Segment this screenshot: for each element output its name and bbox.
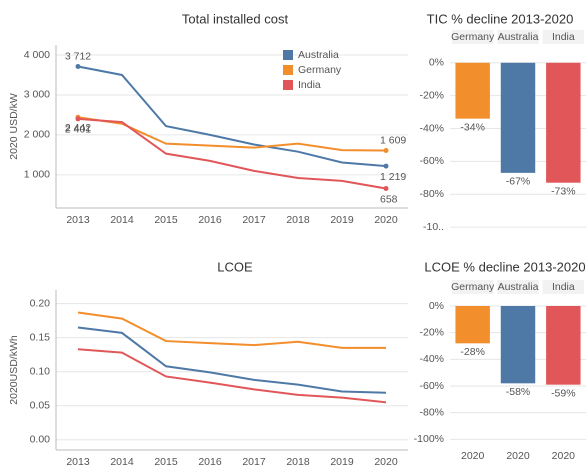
data-label: -59% bbox=[551, 387, 576, 399]
x-tick-label: 2018 bbox=[286, 456, 310, 468]
chart-title: TIC % decline 2013-2020 bbox=[427, 11, 574, 26]
data-label: -28% bbox=[460, 346, 485, 358]
column-header: Germany bbox=[451, 31, 495, 43]
chart-title: Total installed cost bbox=[182, 11, 289, 26]
x-tick-label: 2020 bbox=[374, 456, 398, 468]
data-label: -67% bbox=[506, 176, 531, 188]
x-tick-label: 2020 bbox=[374, 214, 398, 226]
x-tick-label: 2013 bbox=[66, 214, 90, 226]
x-tick-label: 2018 bbox=[286, 214, 310, 226]
legend-swatch bbox=[283, 50, 293, 60]
point bbox=[383, 163, 389, 169]
legend-label: India bbox=[298, 79, 321, 91]
column-header: Germany bbox=[451, 281, 495, 293]
x-tick-label: 2014 bbox=[110, 456, 134, 468]
x-tick-label: 2014 bbox=[110, 214, 134, 226]
legend-swatch bbox=[283, 80, 293, 90]
data-label: 1 219 bbox=[380, 171, 406, 183]
y-tick-label: 0.05 bbox=[30, 400, 51, 412]
bar bbox=[500, 306, 536, 384]
data-label: -34% bbox=[460, 121, 485, 133]
x-tick-label: 2017 bbox=[242, 214, 266, 226]
point bbox=[383, 148, 389, 154]
x-tick-label: 2019 bbox=[330, 214, 354, 226]
y-tick-label: 0.10 bbox=[30, 365, 51, 377]
data-label: 658 bbox=[380, 193, 398, 205]
column-header-bg bbox=[497, 280, 539, 294]
x-tick-label: 2013 bbox=[66, 456, 90, 468]
line bbox=[77, 348, 387, 404]
line bbox=[77, 117, 387, 190]
data-label: -58% bbox=[506, 386, 531, 398]
column-header: India bbox=[552, 31, 575, 43]
chart-title: LCOE % decline 2013-2020 bbox=[424, 259, 585, 274]
y-axis-label: 2020 USD/kW bbox=[8, 93, 20, 160]
data-label: -73% bbox=[551, 185, 576, 197]
y-tick-label: 2 000 bbox=[24, 129, 50, 141]
line bbox=[77, 326, 387, 394]
data-label: 3 712 bbox=[65, 50, 91, 62]
x-tick-label: 2015 bbox=[154, 214, 178, 226]
y-tick-label: 0% bbox=[429, 300, 444, 312]
y-tick-label: 3 000 bbox=[24, 89, 50, 101]
y-tick-label: -40% bbox=[419, 353, 444, 365]
bar bbox=[546, 62, 581, 183]
line bbox=[77, 65, 387, 168]
line bbox=[77, 311, 386, 349]
data-label: 1 609 bbox=[380, 134, 406, 146]
y-tick-label: 0.00 bbox=[30, 434, 51, 446]
point bbox=[75, 63, 81, 69]
legend-swatch bbox=[283, 65, 293, 75]
y-tick-label: -40% bbox=[419, 122, 444, 134]
bar bbox=[500, 62, 536, 173]
x-tick-label: 2016 bbox=[198, 214, 222, 226]
y-tick-label: -60% bbox=[419, 380, 444, 392]
data-label: 2 442 bbox=[65, 122, 91, 134]
bar bbox=[546, 306, 581, 385]
y-axis-label: 2020USD/kWh bbox=[8, 335, 20, 405]
y-tick-label: 4 000 bbox=[24, 49, 50, 61]
y-tick-label: 1 000 bbox=[24, 169, 50, 181]
column-footer: 2020 bbox=[506, 450, 530, 462]
y-tick-label: 0.15 bbox=[30, 331, 51, 343]
column-header: Australia bbox=[498, 31, 539, 43]
x-tick-label: 2019 bbox=[330, 456, 354, 468]
column-header-bg bbox=[542, 280, 584, 294]
y-tick-label: -80% bbox=[419, 188, 444, 200]
y-tick-label: 0% bbox=[429, 57, 444, 69]
legend-label: Australia bbox=[298, 49, 339, 61]
y-tick-label: -80% bbox=[419, 406, 444, 418]
x-tick-label: 2017 bbox=[242, 456, 266, 468]
bar bbox=[455, 306, 490, 344]
bar bbox=[455, 62, 490, 119]
legend-label: Germany bbox=[298, 64, 342, 76]
x-tick-label: 2015 bbox=[154, 456, 178, 468]
chart-title: LCOE bbox=[217, 259, 253, 274]
column-header-bg bbox=[452, 280, 494, 294]
column-header-bg bbox=[452, 30, 494, 44]
point bbox=[75, 116, 81, 122]
y-tick-label: -10.. bbox=[423, 221, 444, 233]
column-header-bg bbox=[542, 30, 584, 44]
column-header: Australia bbox=[498, 281, 539, 293]
y-tick-label: -100% bbox=[414, 433, 444, 445]
column-footer: 2020 bbox=[552, 450, 576, 462]
column-header-bg bbox=[497, 30, 539, 44]
y-tick-label: 0.20 bbox=[30, 297, 51, 309]
column-header: India bbox=[552, 281, 575, 293]
x-tick-label: 2016 bbox=[198, 456, 222, 468]
y-tick-label: -20% bbox=[419, 326, 444, 338]
point bbox=[383, 186, 389, 192]
column-footer: 2020 bbox=[461, 450, 485, 462]
y-tick-label: -60% bbox=[419, 155, 444, 167]
y-tick-label: -20% bbox=[419, 89, 444, 101]
data-label: 2 401 bbox=[65, 124, 91, 136]
line bbox=[77, 116, 387, 152]
